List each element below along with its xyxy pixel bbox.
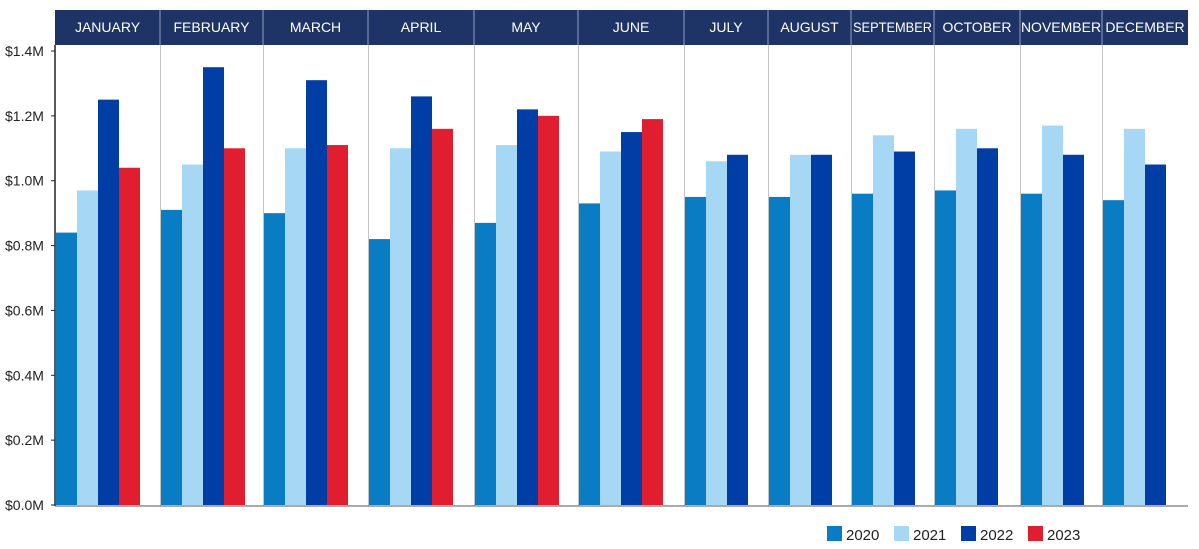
bar-april-2023 [432, 128, 453, 506]
month-label-september: SEPTEMBER [853, 19, 932, 35]
bar-may-2022 [517, 109, 538, 505]
legend-swatch-2021 [894, 526, 909, 541]
legend-label-2020: 2020 [846, 527, 879, 544]
bar-october-2022 [977, 148, 998, 506]
bar-october-2021 [956, 128, 977, 506]
y-tick-label: $0.4M [5, 367, 44, 383]
bar-april-2020 [369, 239, 390, 506]
bar-may-2023 [538, 115, 559, 505]
bar-december-2022 [1145, 164, 1166, 505]
bar-december-2021 [1124, 128, 1145, 506]
y-tick-label: $0.6M [5, 302, 44, 318]
bar-august-2021 [790, 154, 811, 505]
month-label-november: NOVEMBER [1021, 19, 1101, 35]
legend-label-2023: 2023 [1047, 527, 1080, 544]
y-tick-label: $0.0M [5, 497, 44, 513]
bar-november-2020 [1021, 193, 1042, 505]
month-label-july: JULY [709, 19, 743, 35]
bar-july-2022 [727, 154, 748, 505]
bar-august-2022 [811, 154, 832, 505]
month-label-april: APRIL [401, 19, 442, 35]
bar-january-2021 [77, 190, 98, 505]
bar-september-2020 [852, 193, 873, 505]
month-separators [160, 45, 1103, 506]
bar-april-2022 [411, 96, 432, 506]
month-label-june: JUNE [613, 19, 650, 35]
bar-june-2020 [579, 203, 600, 505]
bar-may-2021 [496, 145, 517, 506]
month-label-february: FEBRUARY [174, 19, 251, 35]
bar-october-2020 [935, 190, 956, 505]
bar-july-2020 [685, 196, 706, 505]
bars [56, 67, 1166, 506]
bar-march-2023 [327, 145, 348, 506]
bar-september-2021 [873, 135, 894, 506]
y-tick-label: $0.8M [5, 238, 44, 254]
bar-march-2021 [285, 148, 306, 506]
bar-july-2021 [706, 161, 727, 505]
bar-february-2023 [224, 148, 245, 506]
bar-june-2021 [600, 151, 621, 505]
legend-label-2022: 2022 [980, 527, 1013, 544]
header-background [55, 10, 1188, 45]
legend-label-2021: 2021 [913, 527, 946, 544]
y-tick-label: $1.4M [5, 43, 44, 59]
bar-march-2020 [264, 213, 285, 505]
bar-september-2022 [894, 151, 915, 505]
month-label-december: DECEMBER [1105, 19, 1184, 35]
bar-november-2021 [1042, 125, 1063, 505]
bar-november-2022 [1063, 154, 1084, 505]
bar-january-2022 [98, 99, 119, 506]
y-axis: $0.0M $0.2M $0.4M $0.6M $0.8M $1.0M $1.2M $1.4M [5, 43, 1188, 513]
legend-swatch-2023 [1028, 526, 1043, 541]
bar-april-2021 [390, 148, 411, 506]
y-tick-label: $0.2M [5, 432, 44, 448]
month-label-august: AUGUST [780, 19, 839, 35]
y-tick-label: $1.0M [5, 173, 44, 189]
bar-august-2020 [769, 196, 790, 505]
bar-february-2020 [161, 209, 182, 505]
bar-may-2020 [475, 222, 496, 505]
bar-february-2022 [203, 67, 224, 505]
month-label-march: MARCH [290, 19, 341, 35]
y-tick-label: $1.2M [5, 108, 44, 124]
bar-february-2021 [182, 164, 203, 505]
month-label-january: JANUARY [75, 19, 141, 35]
month-label-october: OCTOBER [943, 19, 1012, 35]
bar-january-2020 [56, 232, 77, 505]
month-label-may: MAY [511, 19, 541, 35]
month-header-bar: JANUARY FEBRUARY MARCH APRIL MAY JUNE JULY AUGU… [55, 10, 1188, 45]
legend: 2020 2021 2022 2023 [827, 526, 1080, 544]
bar-january-2023 [119, 167, 140, 505]
bar-june-2022 [621, 132, 642, 506]
bar-march-2022 [306, 80, 327, 505]
bar-june-2023 [642, 119, 663, 505]
legend-swatch-2022 [961, 526, 976, 541]
legend-swatch-2020 [827, 526, 842, 541]
bar-december-2020 [1103, 200, 1124, 505]
